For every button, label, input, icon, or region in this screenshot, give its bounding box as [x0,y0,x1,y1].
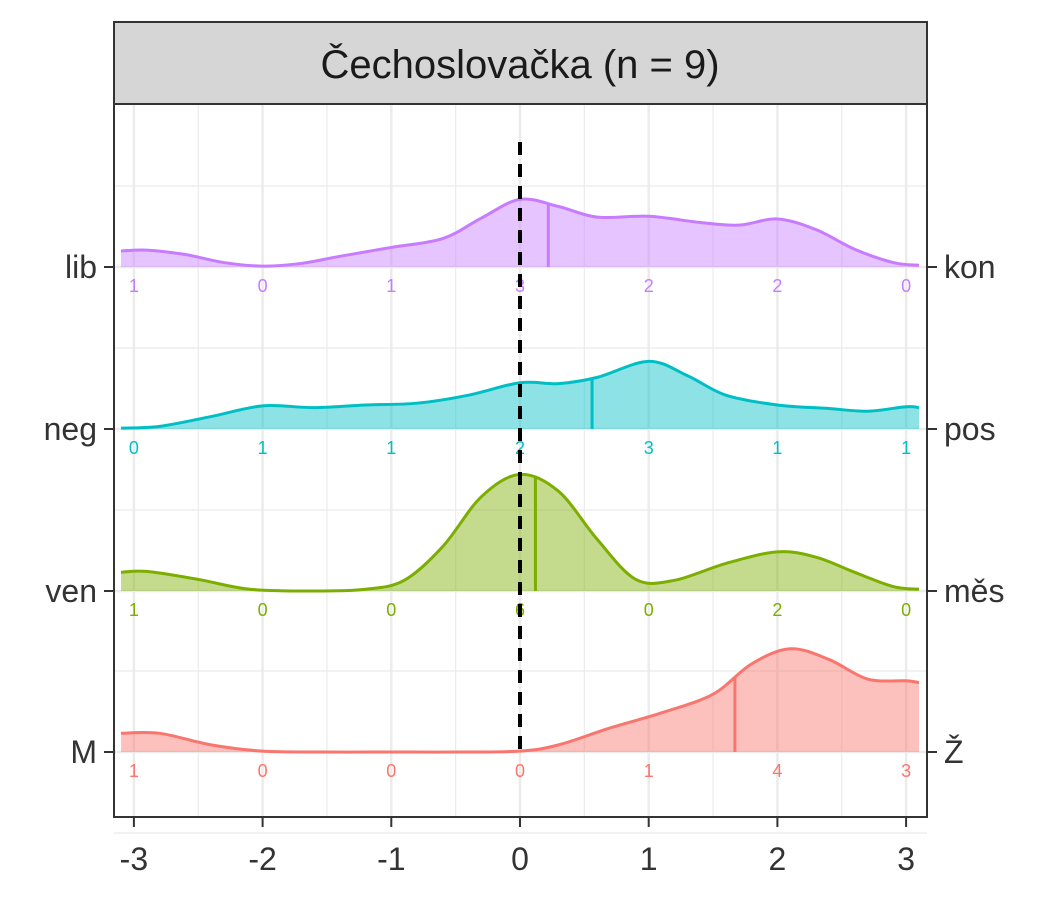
x-tick-label: 2 [769,841,787,877]
count-label: 1 [386,438,396,458]
x-tick-label: -1 [377,841,405,877]
count-label: 0 [515,761,525,781]
count-label: 1 [129,600,139,620]
count-label: 0 [644,600,654,620]
count-label: 0 [258,276,268,296]
y-label-right: Ž [944,734,964,770]
y-label-left: neg [44,411,97,447]
count-label: 3 [644,438,654,458]
count-label: 1 [644,761,654,781]
y-label-right: kon [944,249,996,285]
y-label-left: lib [65,249,97,285]
count-label: 2 [515,438,525,458]
count-label: 1 [129,761,139,781]
density-area-M [121,648,919,753]
count-label: 4 [772,761,782,781]
count-label: 1 [129,276,139,296]
x-tick-label: -2 [248,841,276,877]
y-label-left: ven [45,573,97,609]
count-label: 2 [644,276,654,296]
x-tick-label: -3 [120,841,148,877]
x-tick-label: 1 [640,841,658,877]
count-label: 0 [386,761,396,781]
density-curve-lib [120,197,920,268]
count-label: 1 [772,438,782,458]
count-label: 2 [772,276,782,296]
count-label: 3 [901,761,911,781]
y-label-right: měs [944,573,1004,609]
count-label: 1 [386,276,396,296]
density-area-ven [121,474,919,592]
count-label: 0 [386,600,396,620]
count-label: 0 [129,438,139,458]
axes: -3 -2 -1 0 1 2 3 lib kon neg pos ven měs M Ž [44,249,1005,877]
density-curve-M [121,647,920,754]
count-label: 0 [901,600,911,620]
ridge-M: 1 0 0 0 1 4 3 [121,647,920,781]
count-label: 0 [901,276,911,296]
count-label: 1 [258,438,268,458]
y-label-right: pos [944,411,996,447]
density-curve-neg [120,359,920,430]
x-tick-label: 0 [511,841,529,877]
y-label-left: M [70,734,97,770]
facet-title: Čechoslovačka (n = 9) [320,42,719,87]
count-label: 1 [901,438,911,458]
count-label: 0 [258,761,268,781]
count-label: 2 [772,600,782,620]
count-label: 0 [258,600,268,620]
facet-strip [113,21,928,105]
x-tick-label: 3 [897,841,915,877]
